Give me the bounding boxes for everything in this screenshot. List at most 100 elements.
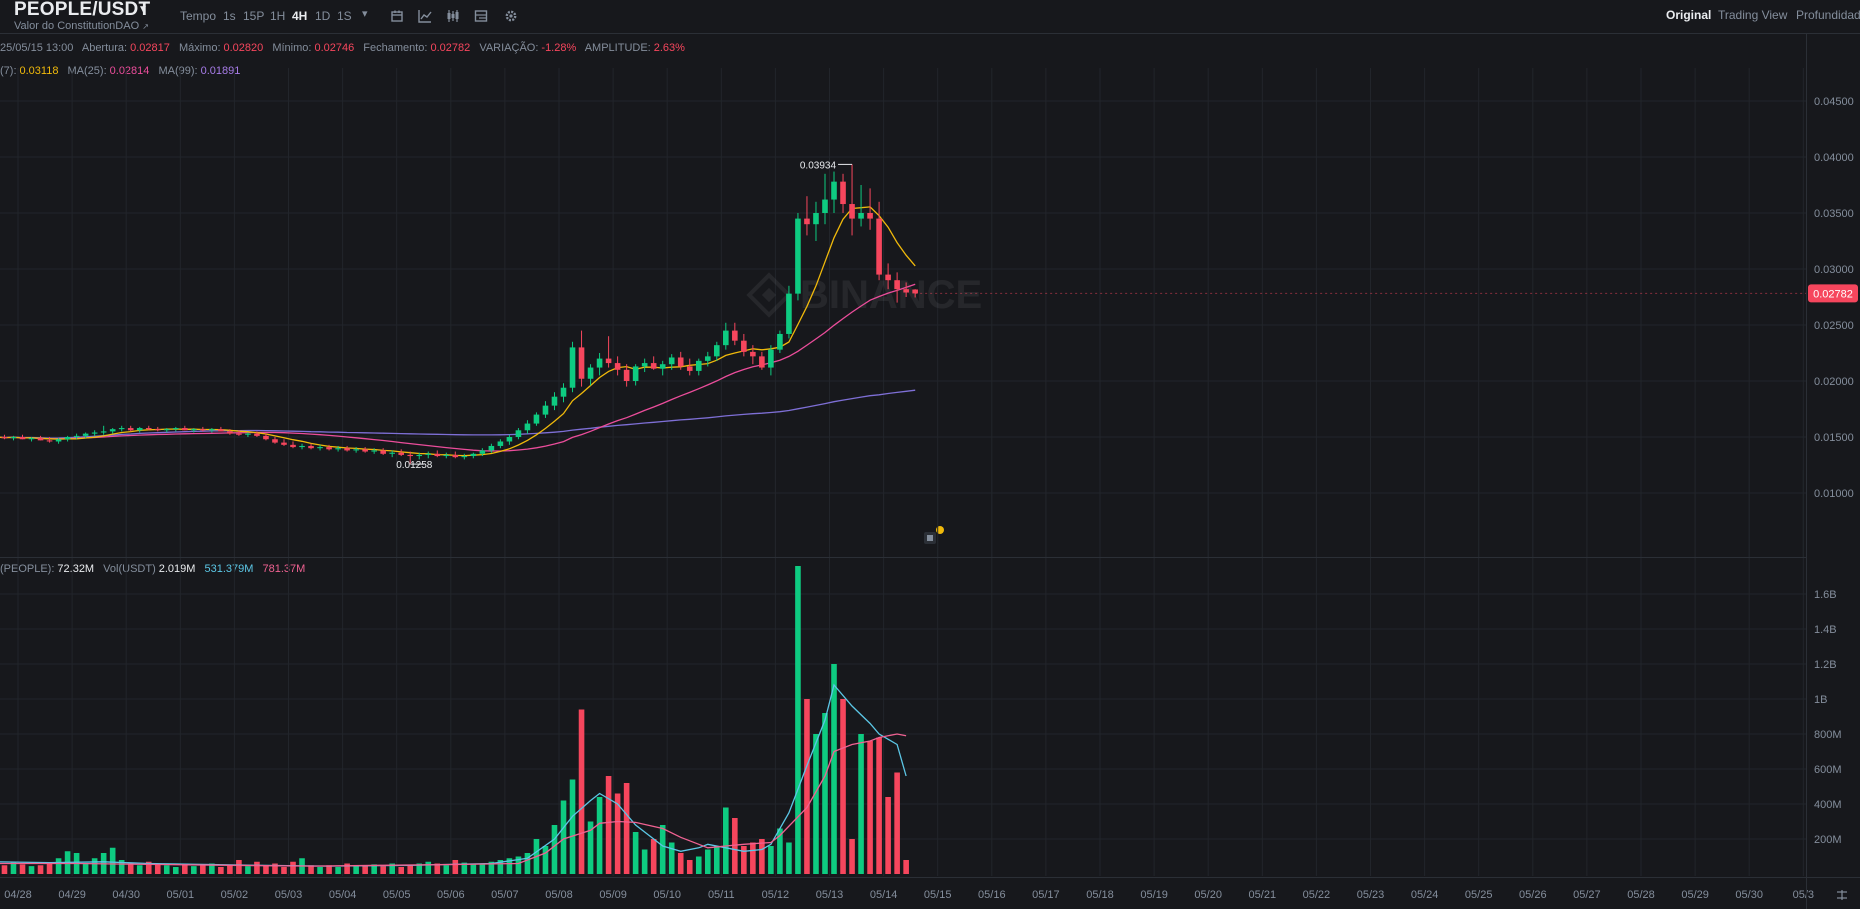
- candle-body: [200, 429, 206, 431]
- candle-body: [263, 435, 269, 440]
- volume-bar: [290, 861, 296, 874]
- candle-body: [308, 445, 314, 449]
- candle-body: [587, 367, 594, 379]
- candle-body: [497, 441, 504, 446]
- candle-body: [506, 437, 513, 442]
- view-tab-depth[interactable]: Profundidade: [1796, 8, 1860, 22]
- candle-body: [344, 448, 350, 451]
- volume-bar: [154, 863, 161, 874]
- volume-bar: [903, 860, 909, 874]
- volume-bar: [614, 793, 621, 874]
- bottom-divider: [0, 877, 1860, 878]
- candle-body: [1, 437, 8, 439]
- price-tick-label: 0.02500: [1814, 320, 1854, 332]
- volume-bar: [867, 741, 873, 874]
- candle-body: [335, 448, 341, 450]
- pair-title[interactable]: PEOPLE/USDT: [14, 0, 151, 20]
- volume-bar: [795, 566, 801, 874]
- volume-bar: [46, 862, 53, 874]
- interval-1s[interactable]: 1s: [223, 9, 236, 23]
- candle-body: [416, 454, 423, 457]
- volume-bar: [91, 858, 98, 874]
- ma7-label: (7):: [0, 65, 17, 77]
- pair-dropdown-icon[interactable]: ▼: [138, 4, 148, 15]
- view-tab-trading-view[interactable]: Trading View: [1718, 8, 1788, 22]
- volume-bars: [1, 566, 909, 874]
- volume-tick-label: 1.6B: [1814, 589, 1837, 601]
- interval-1d[interactable]: 1D: [315, 9, 331, 23]
- time-tick-label: 05/29: [1681, 889, 1709, 901]
- axis-settings-icon[interactable]: [1837, 890, 1847, 900]
- time-tick-label: 05/21: [1249, 889, 1277, 901]
- volume-bar: [569, 779, 576, 874]
- view-tab-original[interactable]: Original: [1666, 8, 1712, 22]
- legend-high-label: Máximo:: [178, 42, 221, 54]
- candle-body: [867, 213, 873, 219]
- volume-bar: [163, 865, 170, 874]
- candle-body: [605, 358, 612, 364]
- candle-body: [46, 440, 53, 442]
- volume-bar: [281, 867, 287, 874]
- volume-bar: [623, 783, 630, 874]
- interval-1s-week[interactable]: 1S: [337, 9, 352, 23]
- time-tick-label: 05/24: [1411, 889, 1439, 901]
- volume-bar: [362, 865, 368, 874]
- candle-body: [434, 453, 441, 457]
- time-label[interactable]: Tempo: [180, 9, 217, 23]
- candle-body: [641, 363, 648, 367]
- legend-low-label: Mínimo:: [272, 42, 312, 54]
- candle-body: [145, 428, 152, 430]
- volume-bar: [317, 867, 323, 874]
- settings-icon[interactable]: [504, 9, 518, 23]
- candle-body: [82, 433, 89, 436]
- indicator-icon[interactable]: [418, 9, 432, 23]
- volume-chart[interactable]: 1.6B 1.4B 1.2B 1B 800M 600M 400M 200M: [0, 470, 1860, 876]
- volume-grid: [0, 470, 1806, 876]
- volume-tick-label: 800M: [1814, 729, 1842, 741]
- volume-bar: [686, 860, 693, 874]
- volume-bar: [407, 865, 414, 874]
- candle-body: [470, 453, 477, 457]
- legend-change-value: -1.28%: [541, 42, 577, 54]
- ma99-line: [0, 389, 916, 439]
- volume-bar: [218, 867, 224, 874]
- candle-body: [912, 289, 918, 294]
- candle-body: [254, 433, 260, 436]
- candle-body: [154, 429, 161, 431]
- layout-icon[interactable]: [474, 9, 488, 23]
- interval-1h[interactable]: 1H: [270, 9, 286, 23]
- volume-bar: [560, 800, 567, 874]
- ma25-label: MA(25):: [67, 65, 107, 77]
- candle-body: [100, 431, 107, 433]
- candle-body: [380, 450, 386, 454]
- candle-type-icon[interactable]: [446, 9, 460, 23]
- volume-bar: [434, 863, 441, 874]
- time-tick-label: 05/03: [275, 889, 303, 901]
- volume-bar: [452, 860, 459, 874]
- volume-tick-label: 1B: [1814, 694, 1827, 706]
- interval-4h[interactable]: 4H: [292, 9, 308, 23]
- time-tick-label: 05/22: [1303, 889, 1331, 901]
- volume-bar: [650, 839, 657, 874]
- candle-body: [750, 351, 756, 357]
- time-tick-label: 05/01: [167, 889, 195, 901]
- pair-subtitle[interactable]: Valor do ConstitutionDAO ↗: [14, 20, 149, 32]
- candle-body: [759, 356, 765, 368]
- legend-open-label: Abertura:: [81, 42, 128, 54]
- interval-more-icon[interactable]: ▾: [362, 8, 368, 20]
- volume-bar: [506, 858, 513, 874]
- vol-usdt-value: 2.019M: [158, 563, 196, 575]
- time-tick-label: 05/18: [1086, 889, 1114, 901]
- candle-body: [236, 433, 242, 435]
- candle-body: [741, 340, 747, 352]
- volume-ma10-line: [0, 733, 907, 867]
- legend-high-value: 0.02820: [223, 42, 264, 54]
- volume-bar: [118, 860, 125, 874]
- calendar-icon[interactable]: [390, 9, 404, 23]
- candle-body: [515, 430, 522, 437]
- interval-15p[interactable]: 15P: [243, 9, 265, 23]
- volume-bar: [596, 797, 603, 874]
- legend-amplitude-label: AMPLITUDE:: [584, 42, 651, 54]
- time-axis: 04/28 04/29 04/30 05/01 05/02 05/03 05/04 05/05…: [4, 889, 1847, 901]
